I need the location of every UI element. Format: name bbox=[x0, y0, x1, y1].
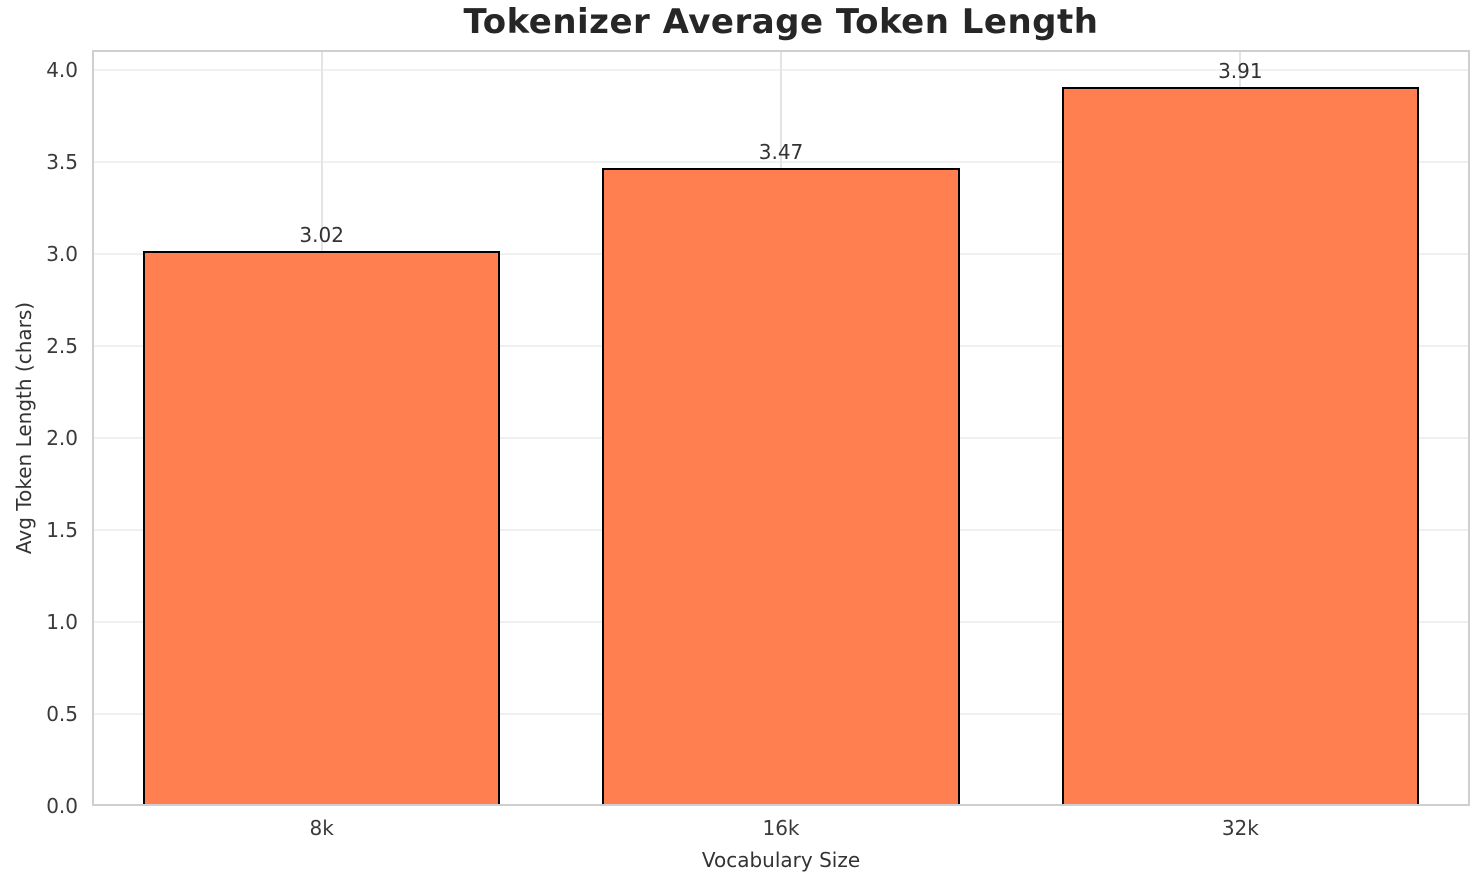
plot-area: 3.02 3.47 3.91 bbox=[92, 50, 1470, 806]
y-tick-label: 3.5 bbox=[46, 150, 78, 175]
y-tick-label: 4.0 bbox=[46, 58, 78, 83]
y-tick-label: 0.0 bbox=[46, 794, 78, 818]
bar-16k bbox=[602, 167, 960, 806]
bar-value-label: 3.91 bbox=[1218, 58, 1263, 83]
y-tick-label: 1.0 bbox=[46, 610, 78, 635]
bar-32k bbox=[1061, 86, 1419, 806]
y-tick-label: 0.5 bbox=[46, 702, 78, 727]
bar-value-label: 3.02 bbox=[299, 222, 344, 247]
y-tick-label: 1.5 bbox=[46, 518, 78, 543]
x-axis-label: Vocabulary Size bbox=[701, 848, 861, 872]
y-tick-label: 2.5 bbox=[46, 334, 78, 359]
y-tick-label: 2.0 bbox=[46, 426, 78, 451]
x-tick-label-32k: 32k bbox=[1221, 816, 1259, 840]
x-tick-label-16k: 16k bbox=[762, 816, 800, 840]
bar-8k bbox=[142, 250, 501, 806]
y-tick-label: 3.0 bbox=[46, 242, 78, 267]
bar-value-label: 3.47 bbox=[758, 139, 804, 164]
chart-title: Tokenizer Average Token Length bbox=[463, 2, 1099, 42]
x-tick-label-8k: 8k bbox=[309, 816, 334, 840]
